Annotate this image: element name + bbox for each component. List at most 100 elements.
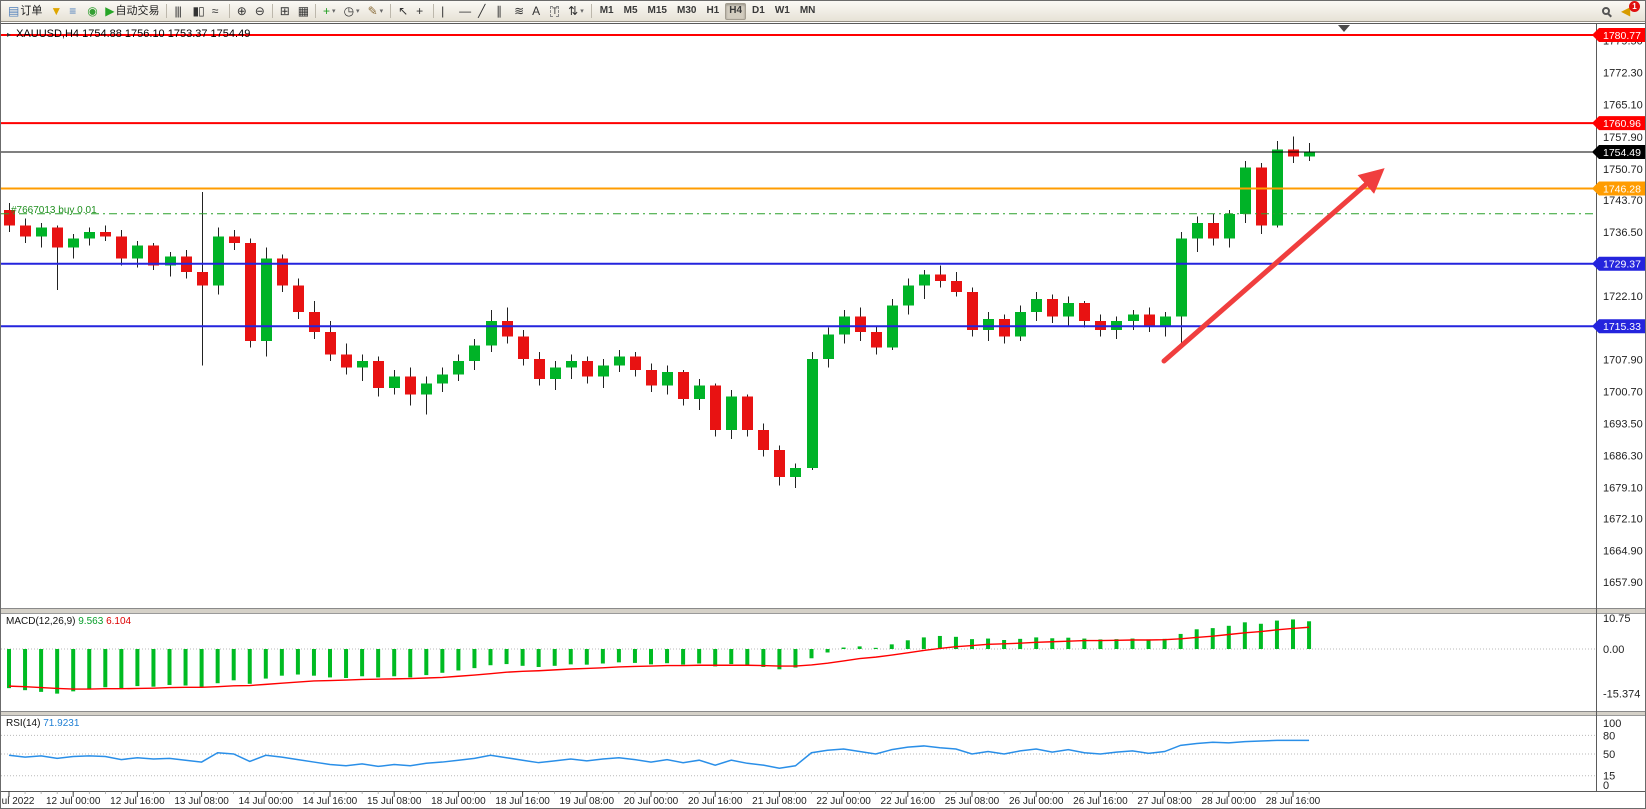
periods-button[interactable]: ◷ ▾ — [341, 3, 363, 20]
svg-text:25 Jul 08:00: 25 Jul 08:00 — [945, 796, 1000, 807]
trendline-button[interactable]: ╱ — [475, 3, 491, 20]
svg-text:1672.10: 1672.10 — [1603, 514, 1643, 526]
timeframe-w1-button-label: W1 — [774, 5, 790, 16]
svg-text:12 Jul 16:00: 12 Jul 16:00 — [110, 796, 165, 807]
tile-windows-button[interactable]: ⊞ — [277, 3, 293, 20]
chart-shift-marker[interactable] — [1338, 25, 1350, 32]
arrows-tool-button[interactable]: ⇅ ▾ — [565, 3, 587, 20]
svg-text:80: 80 — [1603, 730, 1615, 742]
svg-text:20 Jul 00:00: 20 Jul 00:00 — [624, 796, 679, 807]
market-watch-icon-icon: ≡ — [69, 4, 76, 18]
fibonacci-button[interactable]: ≋ — [511, 3, 527, 20]
new-order-icon: ▤ — [8, 4, 19, 18]
horizontal-line-icon: — — [459, 4, 471, 18]
svg-text:1686.30: 1686.30 — [1603, 450, 1643, 462]
horizontal-line-button[interactable]: — — [456, 3, 473, 20]
svg-text:1664.90: 1664.90 — [1603, 546, 1643, 558]
indicators-button[interactable]: + ▾ — [320, 3, 339, 20]
svg-text:15 Jul 08:00: 15 Jul 08:00 — [367, 796, 422, 807]
cursor-button[interactable]: ↖ — [395, 3, 411, 20]
bar-chart-icon: ||| — [174, 4, 181, 18]
svg-text:50: 50 — [1603, 749, 1615, 761]
market-watch-icon[interactable]: ≡ — [66, 3, 82, 20]
svg-text:1707.90: 1707.90 — [1603, 354, 1643, 366]
symbol-title: ▸ XAUUSD,H4 1754.88 1756.10 1753.37 1754… — [7, 28, 250, 40]
timeframe-m30-button-label: M30 — [676, 5, 697, 16]
svg-text:1679.10: 1679.10 — [1603, 482, 1643, 494]
new-order-button[interactable]: ▤ 订单 — [5, 3, 45, 20]
svg-text:26 Jul 16:00: 26 Jul 16:00 — [1073, 796, 1128, 807]
svg-text:11 Jul 2022: 11 Jul 2022 — [1, 796, 35, 807]
svg-text:1693.50: 1693.50 — [1603, 418, 1643, 430]
macd-panel — [1, 619, 1596, 694]
dropdown-caret-icon: ▾ — [379, 7, 384, 15]
data-window-icon[interactable]: ◉ — [84, 3, 100, 20]
svg-text:22 Jul 00:00: 22 Jul 00:00 — [816, 796, 871, 807]
autotrading-button[interactable]: ▶ 自动交易 — [102, 3, 162, 20]
indicators-icon: + — [323, 4, 330, 18]
svg-text:1750.70: 1750.70 — [1603, 164, 1643, 176]
svg-text:27 Jul 08:00: 27 Jul 08:00 — [1137, 796, 1192, 807]
svg-text:1729.37: 1729.37 — [1603, 259, 1641, 271]
equidistant-channel-button[interactable]: ∥ — [493, 3, 509, 20]
chart-profiles-icon[interactable]: ▼ — [47, 3, 64, 20]
auto-arrange-button[interactable]: ▦ — [295, 3, 311, 20]
vertical-line-button[interactable]: | — [438, 3, 454, 20]
svg-text:21 Jul 08:00: 21 Jul 08:00 — [752, 796, 807, 807]
timeframe-w1-button[interactable]: W1 — [771, 3, 794, 20]
svg-text:28 Jul 00:00: 28 Jul 00:00 — [1202, 796, 1257, 807]
autotrading-button-label: 自动交易 — [115, 4, 160, 17]
text-tool-icon: A — [532, 4, 540, 18]
price-tags: 1780.77 1760.96 1754.49 1746.28 1729.37 1715.… — [1592, 28, 1645, 334]
timeframe-mn-button-label: MN — [799, 5, 816, 16]
svg-text:19 Jul 08:00: 19 Jul 08:00 — [560, 796, 615, 807]
templates-icon: ✎ — [367, 4, 378, 18]
timeframe-m5-button[interactable]: M5 — [620, 3, 642, 20]
notifications-button[interactable]: ◀ 1 — [1618, 1, 1640, 20]
macd-label: MACD(12,26,9) 9.563 6.104 — [6, 616, 131, 627]
fibonacci-icon: ≋ — [514, 4, 524, 18]
timeframe-m1-button-label: M1 — [599, 5, 614, 16]
svg-text:100: 100 — [1603, 718, 1621, 730]
toolbar-separator — [433, 4, 435, 18]
autotrading-icon: ▶ — [105, 4, 114, 18]
toolbar-separator — [590, 4, 592, 18]
svg-text:1757.90: 1757.90 — [1603, 132, 1643, 144]
trend-arrow-annotation[interactable] — [1161, 168, 1385, 364]
timeframe-d1-button[interactable]: D1 — [748, 3, 769, 20]
text-tool-button[interactable]: A — [529, 3, 545, 20]
svg-text:0: 0 — [1603, 780, 1609, 792]
zoom-in-button[interactable]: ⊕ — [234, 3, 250, 20]
timeframe-mn-button[interactable]: MN — [796, 3, 820, 20]
label-tool-button[interactable]: T — [547, 3, 563, 20]
line-chart-icon: ≈ — [211, 4, 219, 18]
price-tag — [1592, 256, 1645, 271]
svg-text:20 Jul 16:00: 20 Jul 16:00 — [688, 796, 743, 807]
dropdown-caret-icon: ▾ — [332, 7, 336, 15]
equidistant-channel-icon: ∥ — [496, 4, 502, 18]
label-tool-icon: T — [550, 5, 559, 17]
trendline-icon: ╱ — [478, 4, 485, 18]
bar-chart-button[interactable]: ||| — [171, 3, 187, 20]
zoom-out-button[interactable]: ⊖ — [252, 3, 268, 20]
price-tag — [1592, 319, 1645, 334]
data-window-icon-icon: ◉ — [87, 4, 98, 18]
templates-button[interactable]: ✎ ▾ — [365, 3, 387, 20]
search-button[interactable] — [1598, 3, 1616, 20]
timeframe-h4-button[interactable]: H4 — [725, 2, 747, 20]
svg-text:14 Jul 00:00: 14 Jul 00:00 — [239, 796, 294, 807]
timeframe-m1-button[interactable]: M1 — [596, 3, 618, 20]
timeframe-h1-button[interactable]: H1 — [702, 3, 723, 20]
crosshair-button[interactable]: + — [413, 3, 429, 20]
svg-text:14 Jul 16:00: 14 Jul 16:00 — [303, 796, 358, 807]
line-chart-button[interactable]: ≈ — [209, 3, 225, 20]
svg-text:1780.77: 1780.77 — [1603, 30, 1641, 42]
timeframe-m30-button[interactable]: M30 — [673, 3, 700, 20]
timeframe-m15-button[interactable]: M15 — [644, 3, 671, 20]
notifications-icon: ◀ — [1621, 4, 1630, 18]
svg-text:1746.28: 1746.28 — [1603, 183, 1641, 195]
macd-title: MACD(12,26,9) — [6, 616, 76, 627]
candlestick-chart-button[interactable]: ▮▯ — [189, 3, 206, 20]
search-icon — [1602, 7, 1610, 15]
